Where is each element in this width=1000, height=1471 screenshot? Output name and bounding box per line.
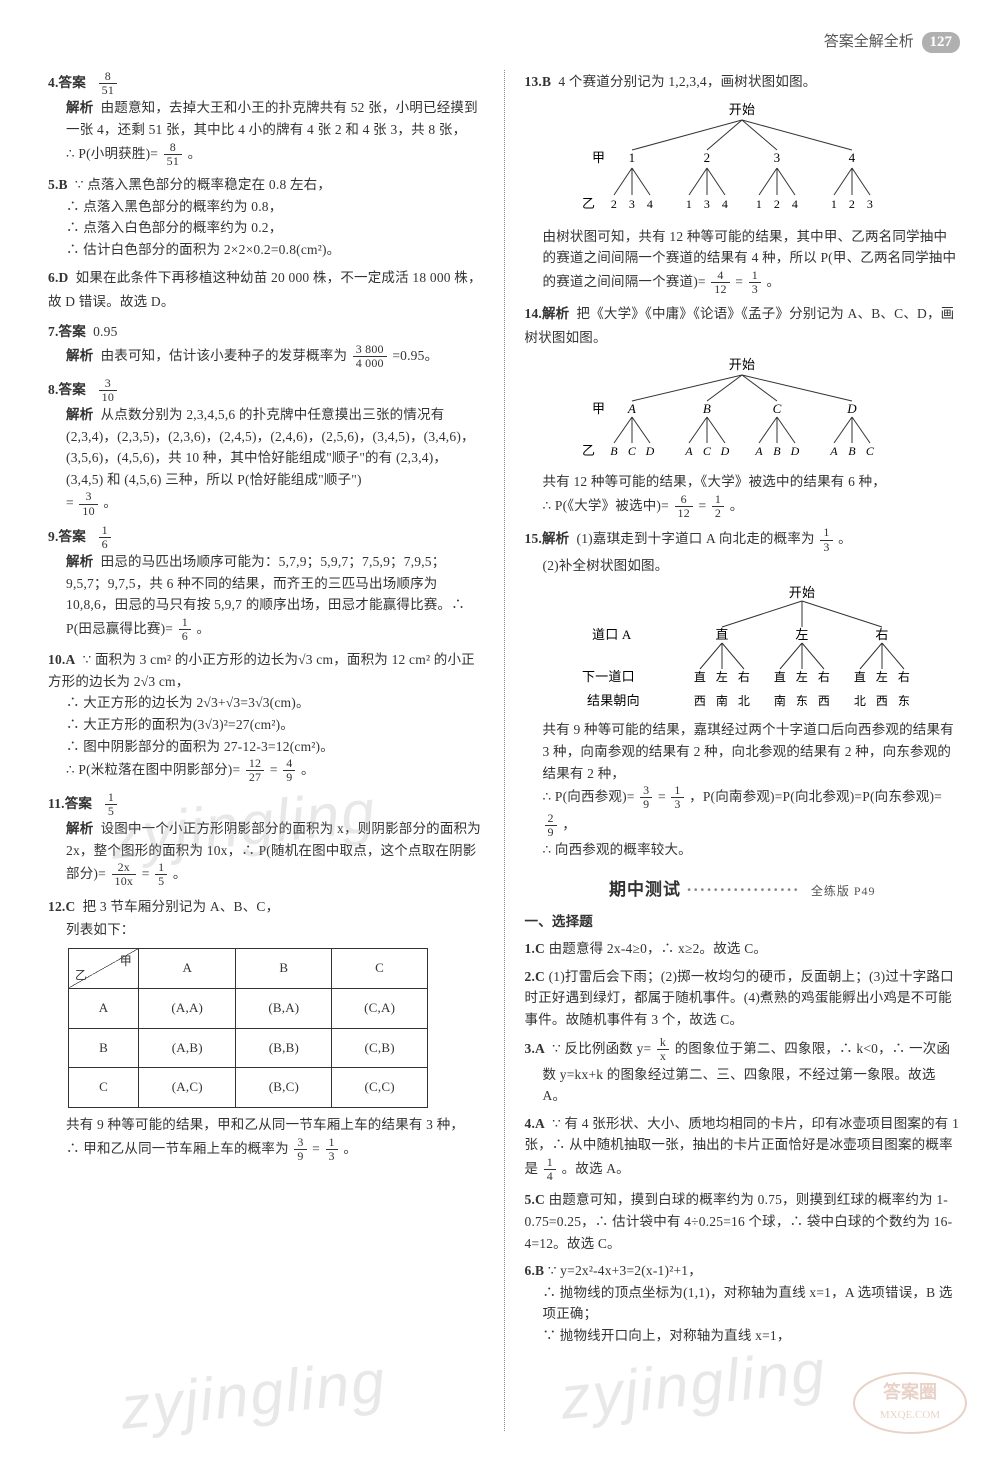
frac: 851: [99, 70, 117, 97]
column-divider: [504, 70, 505, 1431]
q12: 12.C 把 3 节车厢分别记为 A、B、C， 列表如下： 甲乙 A B C A…: [48, 895, 484, 1163]
svg-text:西: 西: [694, 694, 706, 708]
svg-text:2: 2: [849, 197, 855, 211]
q15: 15.解析 (1)嘉琪走到十字道口 A 向北走的概率为 13 。 (2)补全树状…: [525, 526, 961, 860]
svg-text:开始: 开始: [789, 585, 815, 600]
stamp: 答案圈 MXQE.COM: [850, 1368, 970, 1443]
q8: 8.答案 310 解析 从点数分别为 2,3,4,5,6 的扑克牌中任意摸出三张…: [48, 377, 484, 518]
q6: 6.D 如果在此条件下再移植这种幼苗 20 000 株，不一定成活 18 000…: [48, 266, 484, 313]
mt-q1: 1.C 由题意得 2x-4≥0，∴ x≥2。故选 C。: [525, 938, 961, 960]
svg-text:D: D: [846, 401, 857, 416]
svg-text:甲: 甲: [592, 401, 605, 416]
svg-text:4: 4: [647, 197, 653, 211]
svg-text:1: 1: [686, 197, 692, 211]
svg-text:4: 4: [722, 197, 728, 211]
svg-text:2: 2: [611, 197, 617, 211]
svg-text:1: 1: [756, 197, 762, 211]
svg-text:4: 4: [849, 150, 856, 165]
svg-text:道口 A: 道口 A: [592, 627, 632, 642]
svg-text:A: A: [684, 444, 693, 458]
svg-text:左: 左: [796, 669, 808, 684]
svg-text:B: B: [610, 444, 618, 458]
svg-text:直: 直: [716, 627, 729, 642]
q10: 10.A ∵ 面积为 3 cm² 的小正方形的边长为√3 cm，面积为 12 c…: [48, 649, 484, 784]
q11: 11.答案 15 解析 设图中一个小正方形阴影部分的面积为 x，则阴影部分的面积…: [48, 791, 484, 889]
svg-text:A: A: [829, 444, 838, 458]
q9: 9.答案 16 解析 田忌的马匹出场顺序可能为：5,7,9；5,9,7；7,5,…: [48, 524, 484, 644]
svg-text:左: 左: [716, 669, 728, 684]
tree-svg: 开始 甲 12 34 乙 234 134 124: [562, 100, 922, 220]
q14: 14.解析 把《大学》《中庸》《论语》《孟子》分别记为 A、B、C、D，画树状图…: [525, 302, 961, 520]
svg-text:D: D: [645, 444, 655, 458]
q15-tree: 开始 道口 A 直左右 下一道口 直左右 直左右 直左右 结果朝向 西南北: [525, 583, 961, 713]
section-one: 一、选择题: [525, 910, 961, 934]
svg-text:3: 3: [867, 197, 873, 211]
svg-text:3: 3: [704, 197, 710, 211]
page-header: 答案全解全析 127: [824, 30, 960, 53]
q12-table: 甲乙 A B C A(A,A)(B,A)(C,A) B(A,B)(B,B)(C,…: [68, 948, 428, 1108]
svg-text:右: 右: [876, 627, 889, 642]
svg-text:B: B: [703, 401, 711, 416]
svg-text:1: 1: [629, 150, 636, 165]
svg-text:C: C: [628, 444, 637, 458]
svg-text:直: 直: [854, 670, 866, 684]
svg-text:甲: 甲: [592, 150, 605, 165]
svg-text:3: 3: [774, 150, 781, 165]
mt-q3: 3.A ∵ 反比例函数 y= kx 的图象位于第二、四象限，∴ k<0，∴ 一次…: [525, 1036, 961, 1107]
svg-text:右: 右: [818, 669, 830, 684]
mt-q4: 4.A ∵ 有 4 张形状、大小、质地均相同的卡片，印有冰壶项目图案的有 1 张…: [525, 1113, 961, 1184]
svg-text:北: 北: [738, 694, 750, 708]
svg-text:南: 南: [774, 693, 786, 708]
midterm-title: 期中测试 ················· 全练版 P49: [525, 875, 961, 905]
q5: 5.B ∵ 点落入黑色部分的概率稳定在 0.8 左右， ∴ 点落入黑色部分的概率…: [48, 174, 484, 260]
svg-text:C: C: [773, 401, 782, 416]
svg-text:2: 2: [704, 150, 711, 165]
q13: 13.B 4 个赛道分别记为 1,2,3,4，画树状图如图。 开始 甲 12 3…: [525, 70, 961, 296]
svg-text:C: C: [866, 444, 875, 458]
svg-text:A: A: [754, 444, 763, 458]
svg-text:3: 3: [629, 197, 635, 211]
q13-tree: 开始 甲 12 34 乙 234 134 124: [525, 100, 961, 220]
svg-text:乙: 乙: [582, 443, 595, 458]
svg-text:东: 东: [796, 694, 808, 708]
svg-text:右: 右: [898, 669, 910, 684]
svg-text:4: 4: [792, 197, 798, 211]
header-title: 答案全解全析: [824, 34, 914, 50]
svg-text:西: 西: [876, 694, 888, 708]
svg-text:A: A: [627, 401, 636, 416]
svg-text:开始: 开始: [729, 102, 755, 117]
svg-text:东: 东: [898, 694, 910, 708]
svg-text:直: 直: [694, 670, 706, 684]
svg-text:北: 北: [854, 694, 866, 708]
svg-text:西: 西: [818, 694, 830, 708]
q7: 7.答案 0.95 解析 由表可知，估计该小麦种子的发芽概率为 3 8004 0…: [48, 320, 484, 371]
right-column: 13.B 4 个赛道分别记为 1,2,3,4，画树状图如图。 开始 甲 12 3…: [525, 70, 961, 1431]
svg-text:乙: 乙: [582, 196, 595, 211]
page-number: 127: [922, 32, 961, 53]
mt-q2: 2.C (1)打雷后会下雨；(2)掷一枚均匀的硬币，反面朝上；(3)过十字路口时…: [525, 966, 961, 1031]
svg-text:右: 右: [738, 669, 750, 684]
svg-text:1: 1: [831, 197, 837, 211]
svg-text:D: D: [720, 444, 730, 458]
svg-text:开始: 开始: [729, 357, 755, 372]
svg-text:B: B: [773, 444, 781, 458]
svg-text:直: 直: [774, 670, 786, 684]
svg-text:B: B: [848, 444, 856, 458]
mt-q5: 5.C 由题意可知，摸到白球的概率约为 0.75，则摸到红球的概率约为 1-0.…: [525, 1189, 961, 1254]
svg-text:下一道口: 下一道口: [582, 669, 635, 684]
svg-text:答案圈: 答案圈: [883, 1381, 937, 1402]
svg-text:左: 左: [876, 669, 888, 684]
svg-text:C: C: [703, 444, 712, 458]
q14-tree: 开始 甲 AB CD 乙 BCD ACD ABD: [525, 355, 961, 465]
svg-text:D: D: [790, 444, 800, 458]
left-column: 4.答案 851 解析 由题意知，去掉大王和小王的扑克牌共有 52 张，小明已经…: [48, 70, 484, 1431]
content-columns: 4.答案 851 解析 由题意知，去掉大王和小王的扑克牌共有 52 张，小明已经…: [48, 70, 960, 1431]
svg-text:2: 2: [774, 197, 780, 211]
svg-text:结果朝向: 结果朝向: [587, 693, 640, 708]
svg-text:左: 左: [796, 627, 809, 642]
svg-text:南: 南: [716, 693, 728, 708]
q4: 4.答案 851 解析 由题意知，去掉大王和小王的扑克牌共有 52 张，小明已经…: [48, 70, 484, 168]
mt-q6: 6.B ∵ y=2x²-4x+3=2(x-1)²+1， ∴ 抛物线的顶点坐标为(…: [525, 1260, 961, 1346]
svg-text:MXQE.COM: MXQE.COM: [880, 1409, 940, 1421]
